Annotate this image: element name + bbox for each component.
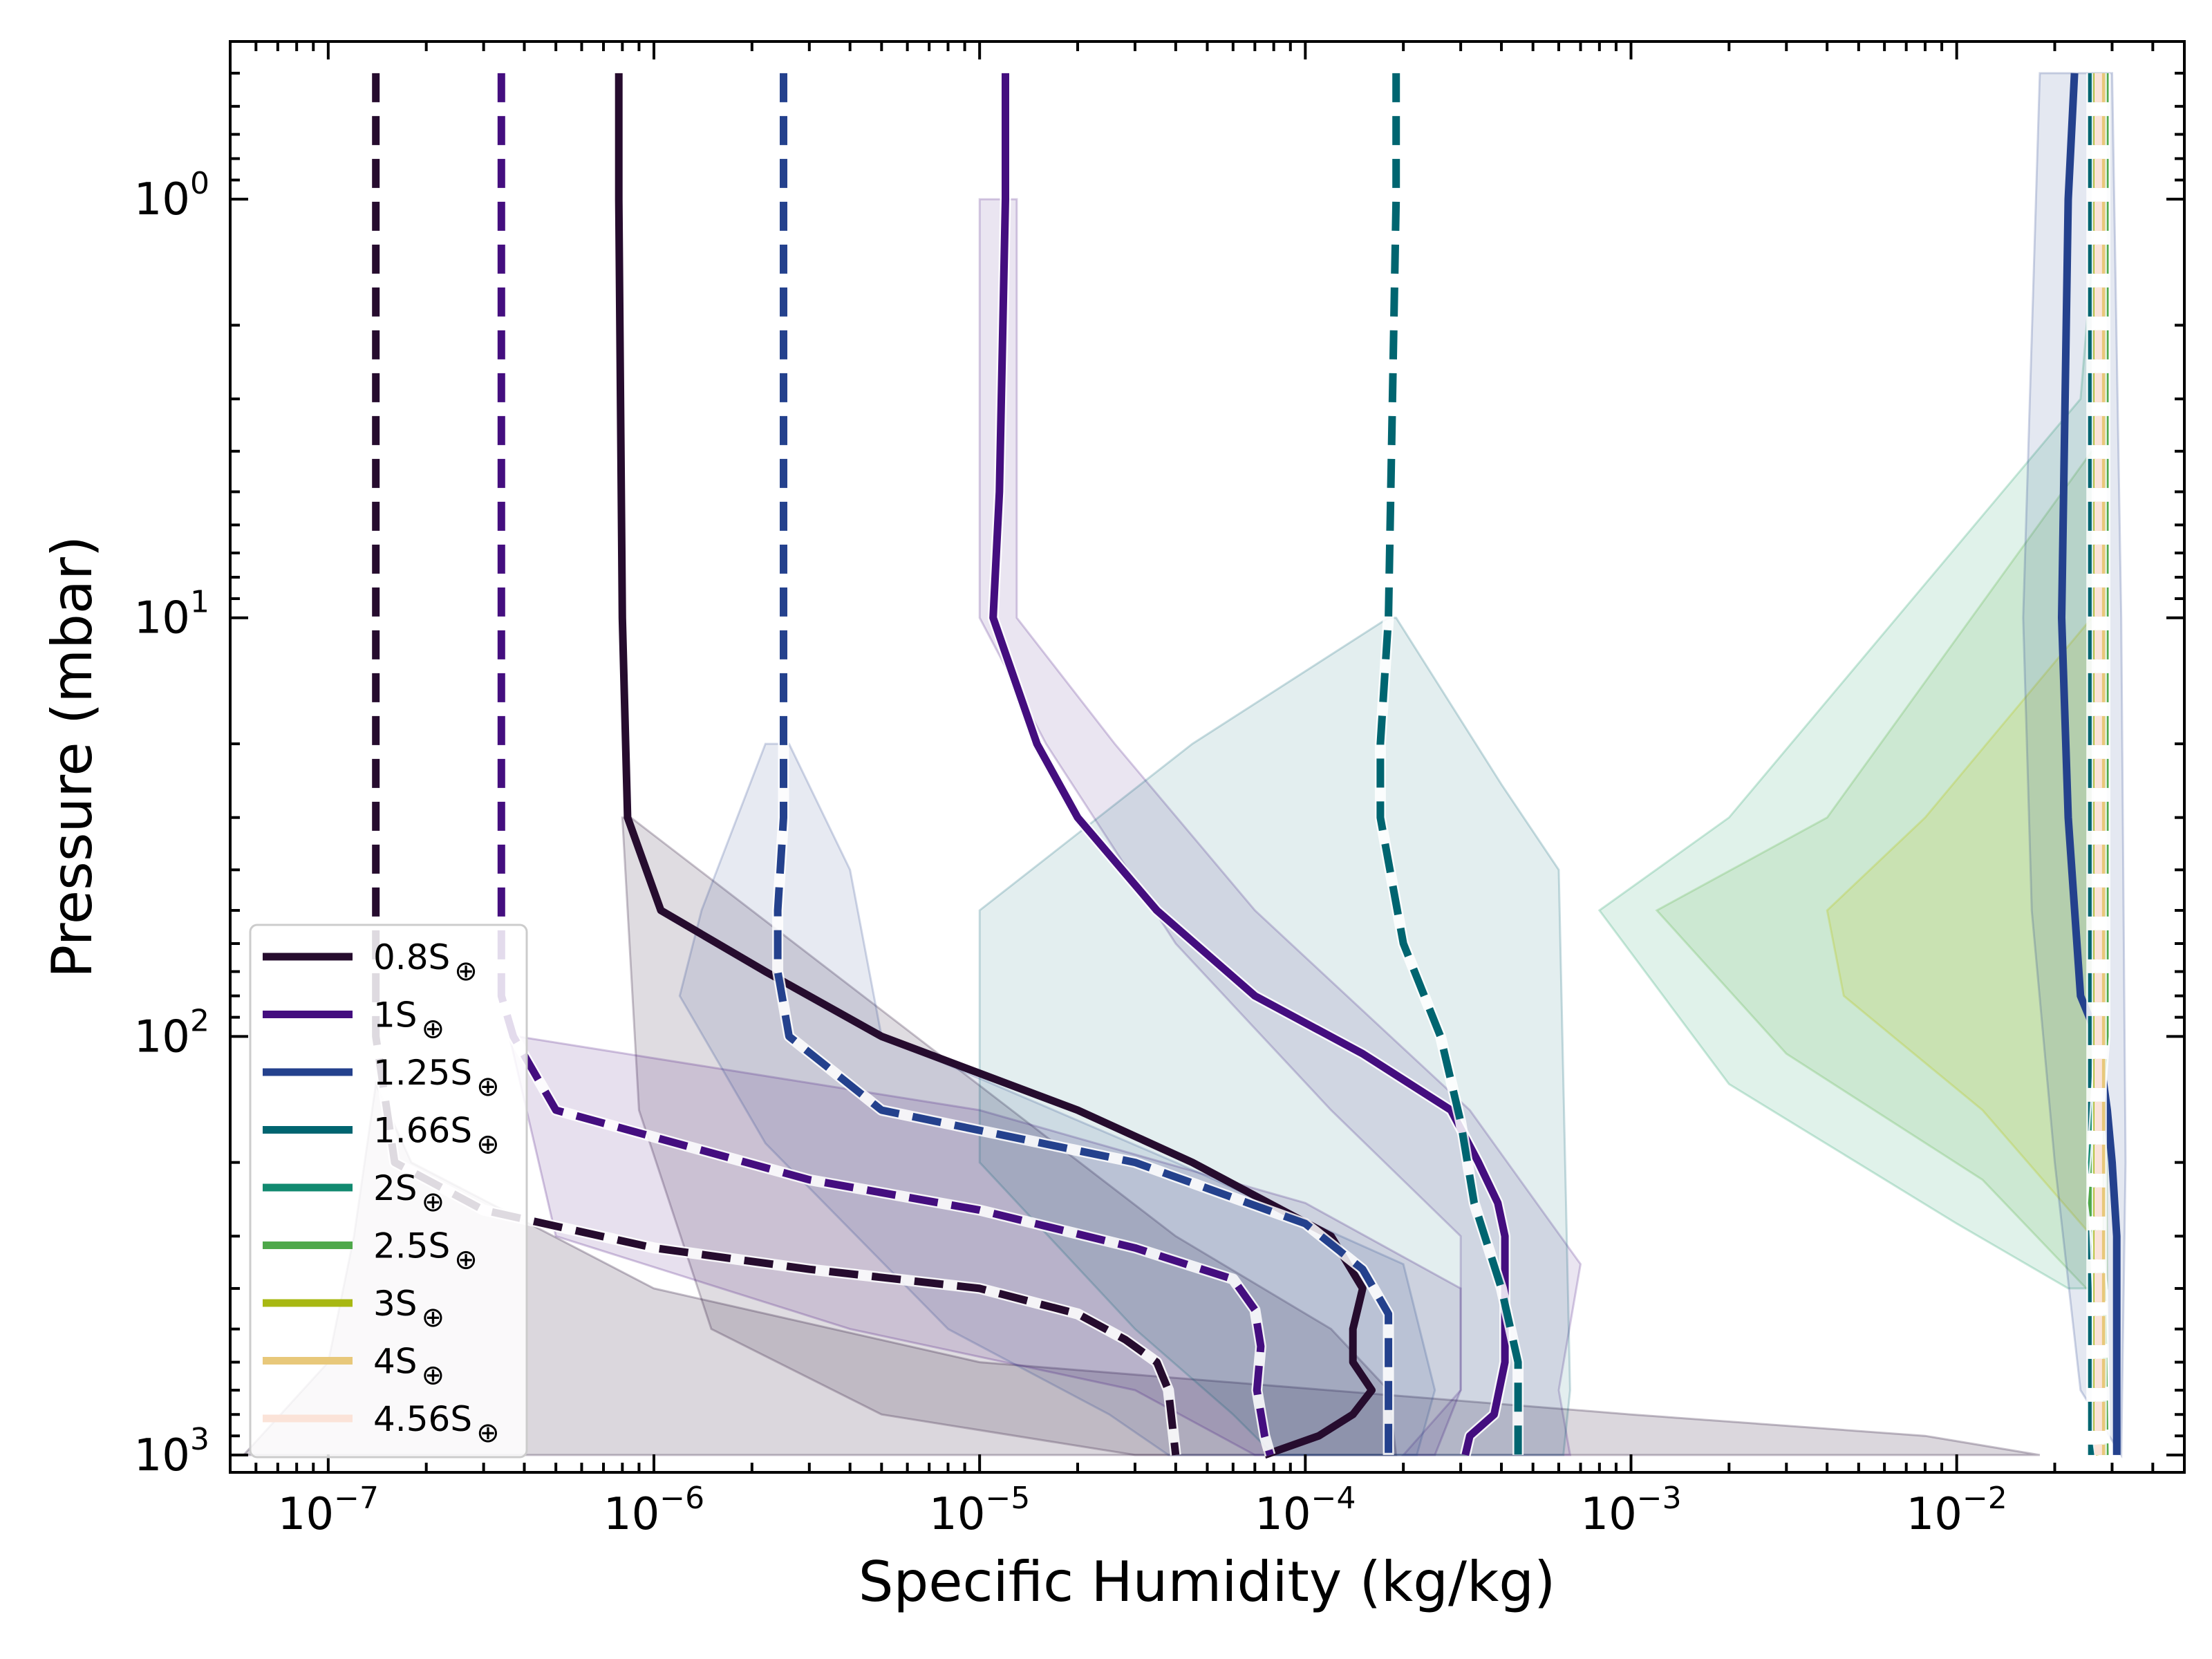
plot-frame (229, 40, 2186, 1474)
legend-label: 1.25S ⊕ (373, 1053, 500, 1103)
axis-ticks (229, 41, 2186, 1472)
legend-label: 2.5S ⊕ (373, 1226, 478, 1276)
y-axis-label: Pressure (mbar) (40, 536, 104, 978)
legend-label: 1S ⊕ (373, 995, 444, 1045)
profile-1S-dashed-4 (497, 73, 1274, 1456)
legend-label: 4.56S ⊕ (373, 1399, 500, 1449)
legend-label: 0.8S ⊕ (373, 937, 478, 987)
y-tick-label: 101 (134, 585, 209, 644)
y-tick-label: 103 (134, 1422, 209, 1481)
legend-box (249, 924, 528, 1459)
profile-1S-solid-3 (989, 73, 1509, 1456)
legend-label: 3S ⊕ (373, 1284, 444, 1333)
x-axis-label: Specific Humidity (kg/kg) (859, 1550, 1556, 1614)
x-tick-label: 10−5 (929, 1481, 1030, 1540)
legend-label: 1.66S ⊕ (373, 1111, 500, 1161)
x-tick-label: 10−3 (1580, 1481, 1681, 1540)
legend-label: 4S ⊕ (373, 1342, 444, 1391)
legend: 0.8S ⊕ 1S ⊕ 1.25S ⊕ 1.66S ⊕ 2S ⊕ 2.5S ⊕ 3S ⊕ 4S ⊕ 4.56S ⊕ (249, 924, 528, 1459)
x-tick-label: 10−4 (1255, 1481, 1356, 1540)
x-tick-label: 10−6 (603, 1481, 704, 1540)
profile-1p25S-dashed-5 (774, 73, 1393, 1455)
y-tick-label: 102 (134, 1003, 209, 1062)
profile-1p66S-dashed-7 (1376, 73, 1522, 1455)
x-tick-label: 10−7 (278, 1481, 379, 1540)
profile-0p8S-solid-1 (615, 73, 1376, 1459)
legend-label: 2S ⊕ (373, 1168, 444, 1218)
x-tick-label: 10−2 (1906, 1481, 2007, 1540)
uncertainty-band-5 (678, 742, 1436, 1456)
tick-labels: 10−7 10−6 10−5 10−4 10−3 10−2 100 101 102 103 (134, 166, 2007, 1540)
uncertainty-band-3 (508, 1035, 1462, 1456)
y-tick-label: 100 (134, 166, 209, 225)
